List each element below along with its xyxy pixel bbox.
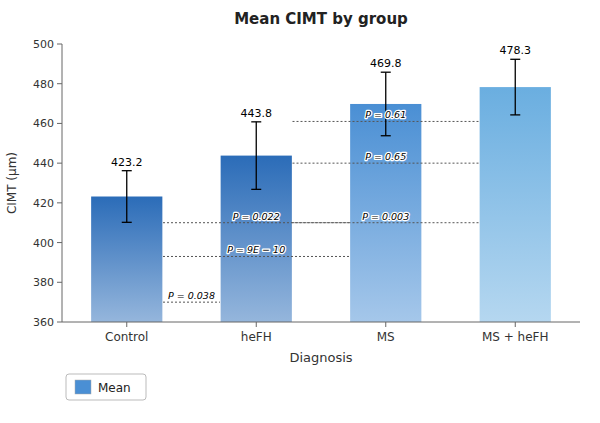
y-tick: [57, 202, 62, 203]
y-tick-label: 400: [33, 237, 54, 250]
y-tick: [57, 282, 62, 283]
data-label: 469.8: [370, 57, 402, 70]
y-tick-label: 360: [33, 316, 54, 329]
y-tick-label: 380: [33, 276, 54, 289]
x-axis: Control heFH MS MS + heFH: [62, 322, 580, 344]
annotation-line: [293, 222, 479, 223]
x-tick-label: Control: [105, 330, 148, 344]
annotations: P = 0.038 P = 0.022 P = 9E − 10 P = 0.61 P =…: [168, 109, 409, 301]
data-label: 443.8: [241, 107, 273, 120]
y-tick: [57, 163, 62, 164]
y-tick: [57, 44, 62, 45]
annotation-line: [163, 302, 220, 303]
error-bar: [122, 171, 132, 223]
annotation-text: P = 0.003: [362, 211, 409, 222]
y-axis: 360 380 400 420 440 460 480 500: [33, 38, 62, 329]
y-tick-label: 500: [33, 38, 54, 51]
x-axis-label: Diagnosis: [289, 350, 352, 365]
title: Mean CIMT by group: [234, 10, 408, 28]
error-cap: [381, 135, 391, 136]
error-bar: [381, 72, 391, 136]
legend: Mean: [66, 374, 146, 400]
x-tick-label: MS + heFH: [482, 330, 549, 344]
x-tick: [385, 322, 386, 327]
data-labels: 423.2 443.8 469.8 478.3: [111, 44, 531, 168]
y-tick: [57, 123, 62, 124]
annotation-text: P = 0.61: [365, 109, 406, 120]
error-cap: [122, 222, 132, 223]
y-axis-line: [62, 44, 63, 322]
annotation-text: P = 0.022: [233, 211, 280, 222]
data-label: 423.2: [111, 156, 143, 169]
legend-frame: [66, 374, 146, 400]
error-stem: [256, 122, 257, 190]
legend-swatch: [75, 380, 91, 394]
data-label: 478.3: [500, 44, 532, 57]
x-tick-label: MS: [377, 330, 395, 344]
annotation-line: [293, 163, 479, 164]
page: {"chart_data": {"type": "bar", "title": …: [0, 0, 600, 423]
y-tick: [57, 242, 62, 243]
error-stem: [385, 72, 386, 136]
bar: [350, 104, 421, 322]
error-cap: [510, 59, 520, 60]
error-cap: [251, 189, 261, 190]
x-tick-label: heFH: [241, 330, 272, 344]
error-cap: [122, 170, 132, 171]
error-bar: [251, 122, 261, 190]
error-cap: [251, 121, 261, 122]
y-tick-label: 420: [33, 197, 54, 210]
error-stem: [126, 171, 127, 223]
annotation-line: [163, 256, 349, 257]
y-tick: [57, 322, 62, 323]
annotation-text: P = 0.65: [365, 151, 406, 162]
bar: [480, 87, 551, 322]
plot-area: [91, 59, 551, 322]
annotation-text: P = 9E − 10: [227, 244, 285, 255]
chart: Mean CIMT by group 360 380 400 420 440 460 480 5…: [0, 0, 600, 423]
y-tick-label: 440: [33, 157, 54, 170]
y-axis-label: CIMT (μm): [5, 152, 19, 214]
x-axis-line: [62, 322, 580, 323]
error-stem: [515, 59, 516, 115]
y-tick-label: 480: [33, 78, 54, 91]
x-tick: [126, 322, 127, 327]
legend-label: Mean: [98, 381, 131, 395]
x-tick: [256, 322, 257, 327]
error-cap: [381, 72, 391, 73]
x-tick: [515, 322, 516, 327]
error-cap: [510, 114, 520, 115]
error-bar: [510, 59, 520, 115]
y-tick: [57, 83, 62, 84]
y-tick-label: 460: [33, 117, 54, 130]
annotation-text: P = 0.038: [168, 290, 215, 301]
